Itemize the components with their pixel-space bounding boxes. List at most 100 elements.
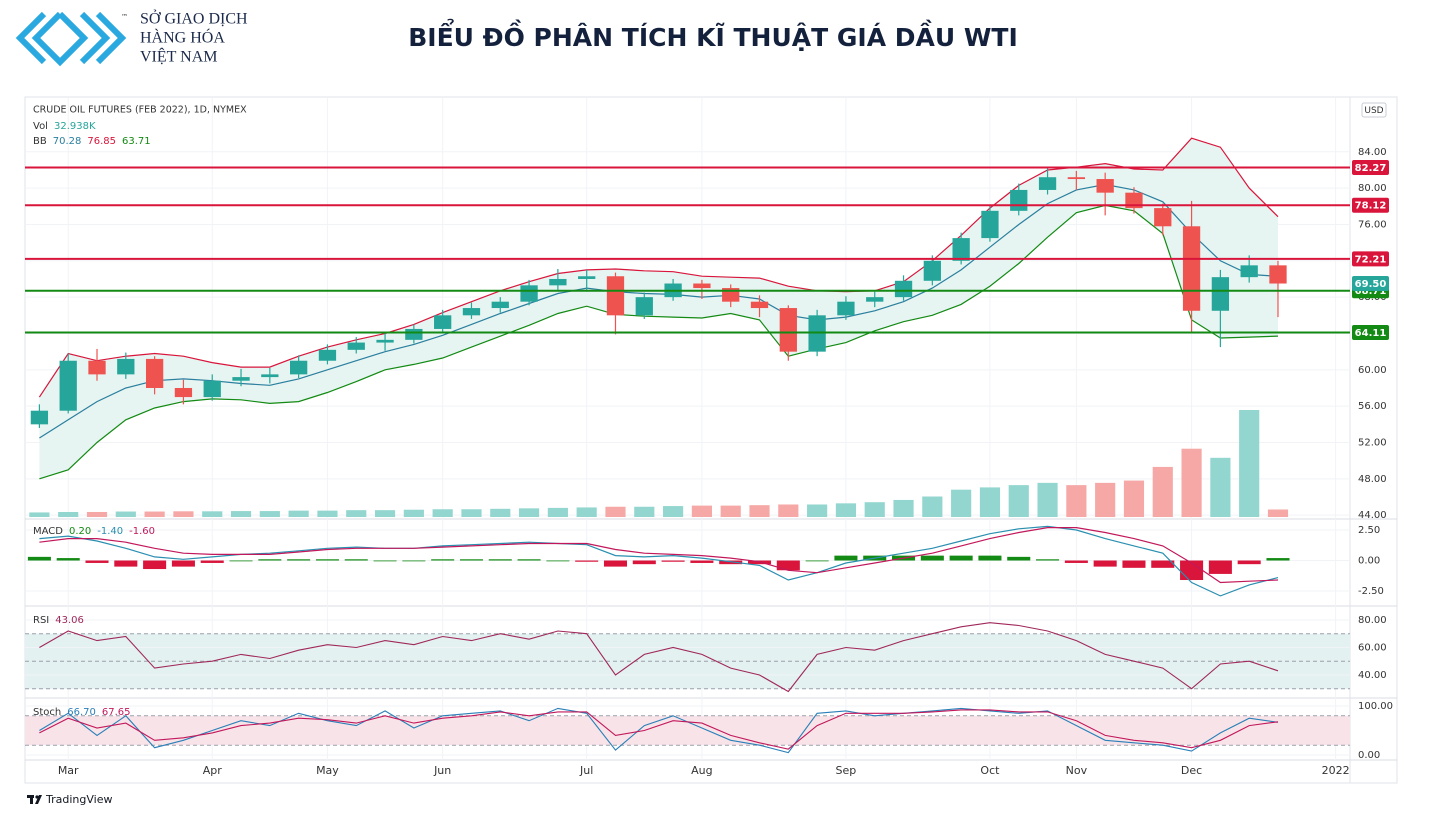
price-tag — [1352, 276, 1389, 292]
volume-bar — [778, 504, 799, 517]
legend-value: 63.71 — [122, 136, 151, 147]
candle-body — [261, 374, 279, 378]
x-tick-label: Nov — [1066, 764, 1088, 777]
macd-histogram-bar — [200, 560, 224, 563]
volume-bar — [490, 508, 511, 517]
volume-bar — [807, 504, 828, 517]
volume-bar — [1008, 485, 1029, 517]
legend-value: 76.85 — [87, 136, 116, 147]
macd-signal — [39, 527, 1279, 584]
volume-bar — [1123, 480, 1145, 517]
y-tick-label: 76.00 — [1358, 219, 1387, 230]
macd-macd — [39, 525, 1279, 597]
macd-histogram-bar — [575, 560, 599, 562]
macd-histogram-bar — [373, 560, 397, 562]
candle-body — [30, 410, 49, 425]
level-tag-label: 82.27 — [1355, 163, 1387, 174]
legend-value: -1.40 — [97, 526, 123, 537]
y-tick-label: 56.00 — [1358, 401, 1387, 412]
volume-bar — [317, 510, 338, 517]
volume-bar — [951, 489, 972, 517]
volume-bar — [1210, 457, 1231, 517]
macd-histogram-bar — [517, 559, 541, 561]
volume-bar — [144, 511, 165, 517]
trademark: ™ — [121, 13, 128, 21]
x-tick-label: Jul — [579, 764, 593, 777]
macd-histogram-bar — [661, 560, 685, 562]
volume-bar — [86, 511, 108, 517]
pane-title: CRUDE OIL FUTURES (FEB 2022), 1D, NYMEX — [33, 105, 247, 116]
tv-logo — [27, 795, 42, 804]
level-tag-label: 72.21 — [1355, 254, 1387, 265]
level-tag-label: 68.71 — [1355, 286, 1387, 297]
candle-body — [894, 280, 913, 298]
macd-histogram-bar — [402, 560, 426, 562]
candle-body — [117, 358, 135, 375]
price-tag-label: 69.50 — [1355, 279, 1387, 290]
volume-bar — [1066, 485, 1087, 517]
macd-histogram-bar — [546, 560, 570, 562]
level-tag — [1352, 251, 1389, 267]
tv-logo-part — [35, 795, 42, 804]
macd-histogram-bar — [1180, 560, 1204, 581]
bb-lower — [39, 204, 1279, 480]
volume-bar — [173, 511, 194, 517]
candle-body — [866, 297, 884, 302]
volume-bar — [202, 511, 223, 517]
x-tick-label: Mar — [58, 764, 79, 777]
level-tag — [1352, 324, 1389, 340]
logo-chevron — [15, 11, 47, 65]
candle-body — [290, 360, 308, 375]
x-tick-label: Jun — [433, 764, 451, 777]
volume-bar — [403, 509, 424, 517]
volume-bar — [749, 505, 770, 517]
macd-histogram-bar — [258, 559, 282, 561]
macd-histogram-bar — [978, 555, 1002, 561]
candle-body — [232, 377, 250, 381]
macd-histogram-bar — [1266, 558, 1290, 561]
y-tick-label: 40.00 — [1358, 670, 1387, 681]
legend: MACD 0.20 -1.40 -1.60 — [33, 526, 155, 537]
band — [25, 715, 1350, 746]
logo-text: HÀNG HÓA — [140, 28, 225, 47]
x-tick-label: Dec — [1181, 764, 1202, 777]
volume-bar — [259, 511, 280, 517]
legend: BB 70.28 76.85 63.71 — [33, 136, 151, 147]
candle-body — [347, 342, 365, 350]
legend-name: Vol — [33, 121, 48, 132]
macd-histogram-bar — [315, 559, 339, 561]
macd-histogram-bar — [1122, 560, 1146, 568]
candle-body — [837, 301, 855, 316]
currency: USD — [1364, 106, 1383, 116]
volume-bar — [922, 496, 943, 517]
volume-bar — [1095, 482, 1116, 517]
macd-histogram-bar — [344, 559, 368, 561]
macd-histogram-bar — [632, 560, 656, 565]
macd-histogram-bar — [1208, 560, 1232, 574]
legend: RSI 43.06 — [33, 615, 84, 626]
volume-bar — [230, 511, 252, 517]
legend-value: 43.06 — [55, 615, 84, 626]
volume-bar — [346, 510, 367, 517]
candle-body — [1269, 265, 1287, 284]
indicator-line — [39, 707, 1279, 754]
macd-histogram-bar — [1064, 560, 1088, 563]
volume-bar — [547, 507, 568, 517]
logo-chevron — [79, 11, 111, 65]
y-tick-label: 100.00 — [1358, 701, 1393, 712]
candle-body — [952, 238, 970, 261]
volume-bar — [518, 508, 540, 517]
macd-histogram-bar — [805, 560, 829, 562]
macd-histogram-bar — [920, 555, 944, 561]
y-tick-label: 0.00 — [1358, 556, 1380, 567]
volume-bar — [432, 509, 453, 517]
candle-body — [434, 315, 452, 329]
y-tick-label: 84.00 — [1358, 147, 1387, 158]
volume-bar — [1037, 482, 1058, 517]
macd-histogram-bar — [85, 560, 109, 563]
macd-histogram-bar — [431, 559, 455, 561]
y-tick-label: 60.00 — [1358, 365, 1387, 376]
macd-histogram-bar — [1151, 560, 1175, 568]
candle-body — [1096, 179, 1114, 193]
